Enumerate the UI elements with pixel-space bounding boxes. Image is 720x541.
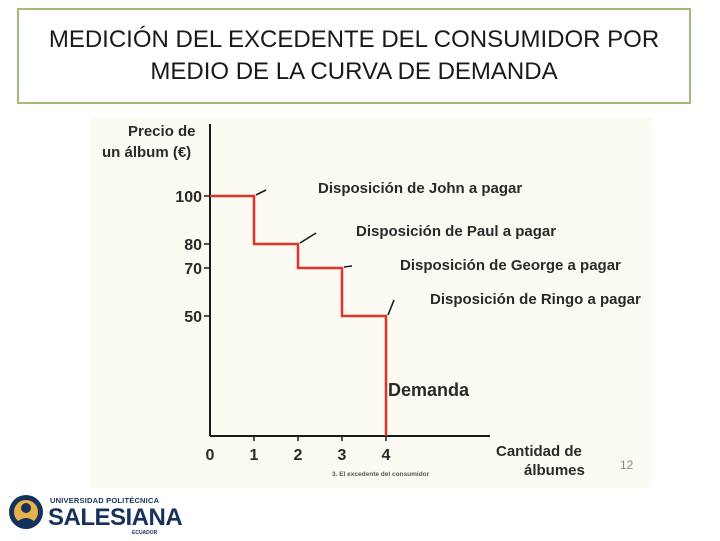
annotation-label: Disposición de Paul a pagar: [356, 223, 556, 240]
slide-title-line-2: MEDIO DE LA CURVA DE DEMANDA: [150, 58, 558, 85]
slide-title: MEDICIÓN DEL EXCEDENTE DEL CONSUMIDOR PO…: [17, 8, 691, 104]
annotation-label: Disposición de John a pagar: [318, 180, 522, 197]
y-axis-label-line-2: un álbum (€): [102, 144, 191, 161]
page-number: 12: [620, 458, 634, 472]
x-axis-label-line-1: Cantidad de: [496, 443, 582, 460]
annotation-leader-line: [343, 265, 353, 268]
logo-emblem-icon: [9, 495, 43, 529]
annotation-leader-line: [387, 299, 395, 316]
x-tick-label: 1: [250, 447, 259, 464]
demand-chart-svg: Precio de un álbum (€) Cantidad de álbumes 0…: [102, 123, 641, 479]
annotation-label: Disposición de George a pagar: [400, 257, 621, 274]
x-tick-label: 0: [206, 447, 215, 464]
x-tick-label: 4: [382, 447, 391, 464]
figure-caption: 3. El excedente del consumidor: [332, 471, 430, 478]
logo-sub-text: ECUADOR: [132, 530, 158, 536]
x-tick-label: 2: [294, 447, 303, 464]
demand-chart: Precio de un álbum (€) Cantidad de álbumes 0…: [90, 118, 652, 488]
x-tick-label: 3: [338, 447, 347, 464]
x-axis-label-line-2: álbumes: [524, 462, 585, 479]
university-logo: UNIVERSIDAD POLITÉCNICA SALESIANA ECUADO…: [6, 490, 183, 538]
annotation-leader-line: [299, 232, 317, 244]
annotation-label: Disposición de Ringo a pagar: [430, 291, 641, 308]
demand-step-line: [210, 194, 388, 436]
logo-top-text: UNIVERSIDAD POLITÉCNICA: [50, 496, 160, 505]
y-tick-label: 80: [184, 237, 202, 254]
annotation-leader-line: [255, 189, 267, 196]
y-axis-label-line-1: Precio de: [128, 123, 196, 140]
demand-series-label: Demanda: [388, 380, 470, 400]
y-tick-label: 70: [184, 261, 202, 278]
y-tick-label: 100: [175, 189, 202, 206]
logo-main-text: SALESIANA: [48, 504, 183, 531]
y-tick-label: 50: [184, 309, 202, 326]
slide-title-line-1: MEDICIÓN DEL EXCEDENTE DEL CONSUMIDOR PO…: [48, 26, 660, 53]
